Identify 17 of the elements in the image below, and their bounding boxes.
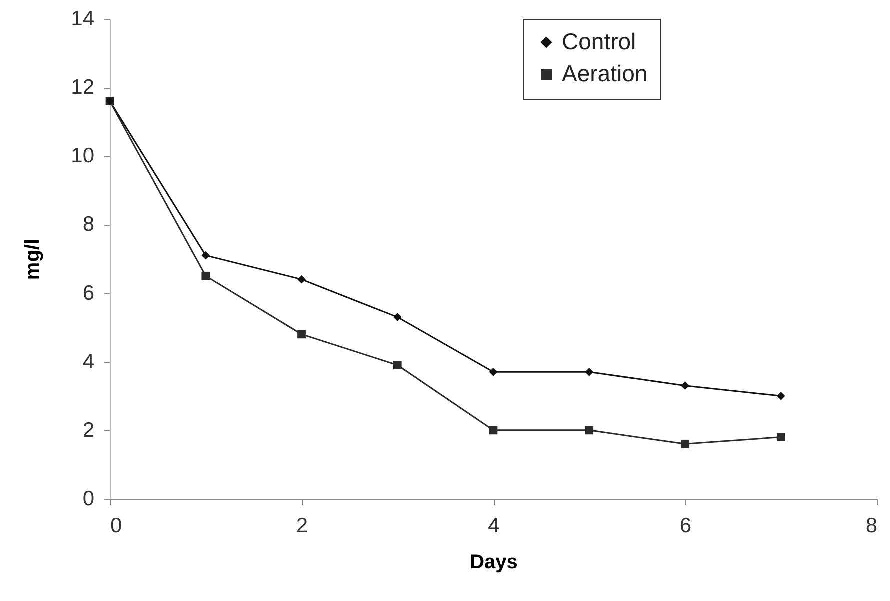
y-tick-label: 8 [82,213,94,236]
y-tick-label: 6 [82,282,94,305]
x-tick-label: 8 [866,514,878,538]
x-tick-label: 4 [488,514,500,538]
y-axis-title: mg/l [22,238,44,280]
y-tick-label: 4 [82,350,95,374]
y-tick-label: 12 [71,76,94,100]
x-tick-label: 0 [110,514,122,538]
x-tick-label: 2 [296,514,308,538]
x-tick-label: 6 [680,514,692,538]
y-tick-label: 10 [71,144,94,168]
legend-label: Aeration [562,60,648,86]
y-tick-label: 0 [82,488,94,510]
x-axis-title: Days [470,552,518,574]
y-tick-label: 14 [71,8,95,30]
y-tick-label: 2 [82,418,94,442]
legend-label: Control [562,28,636,54]
